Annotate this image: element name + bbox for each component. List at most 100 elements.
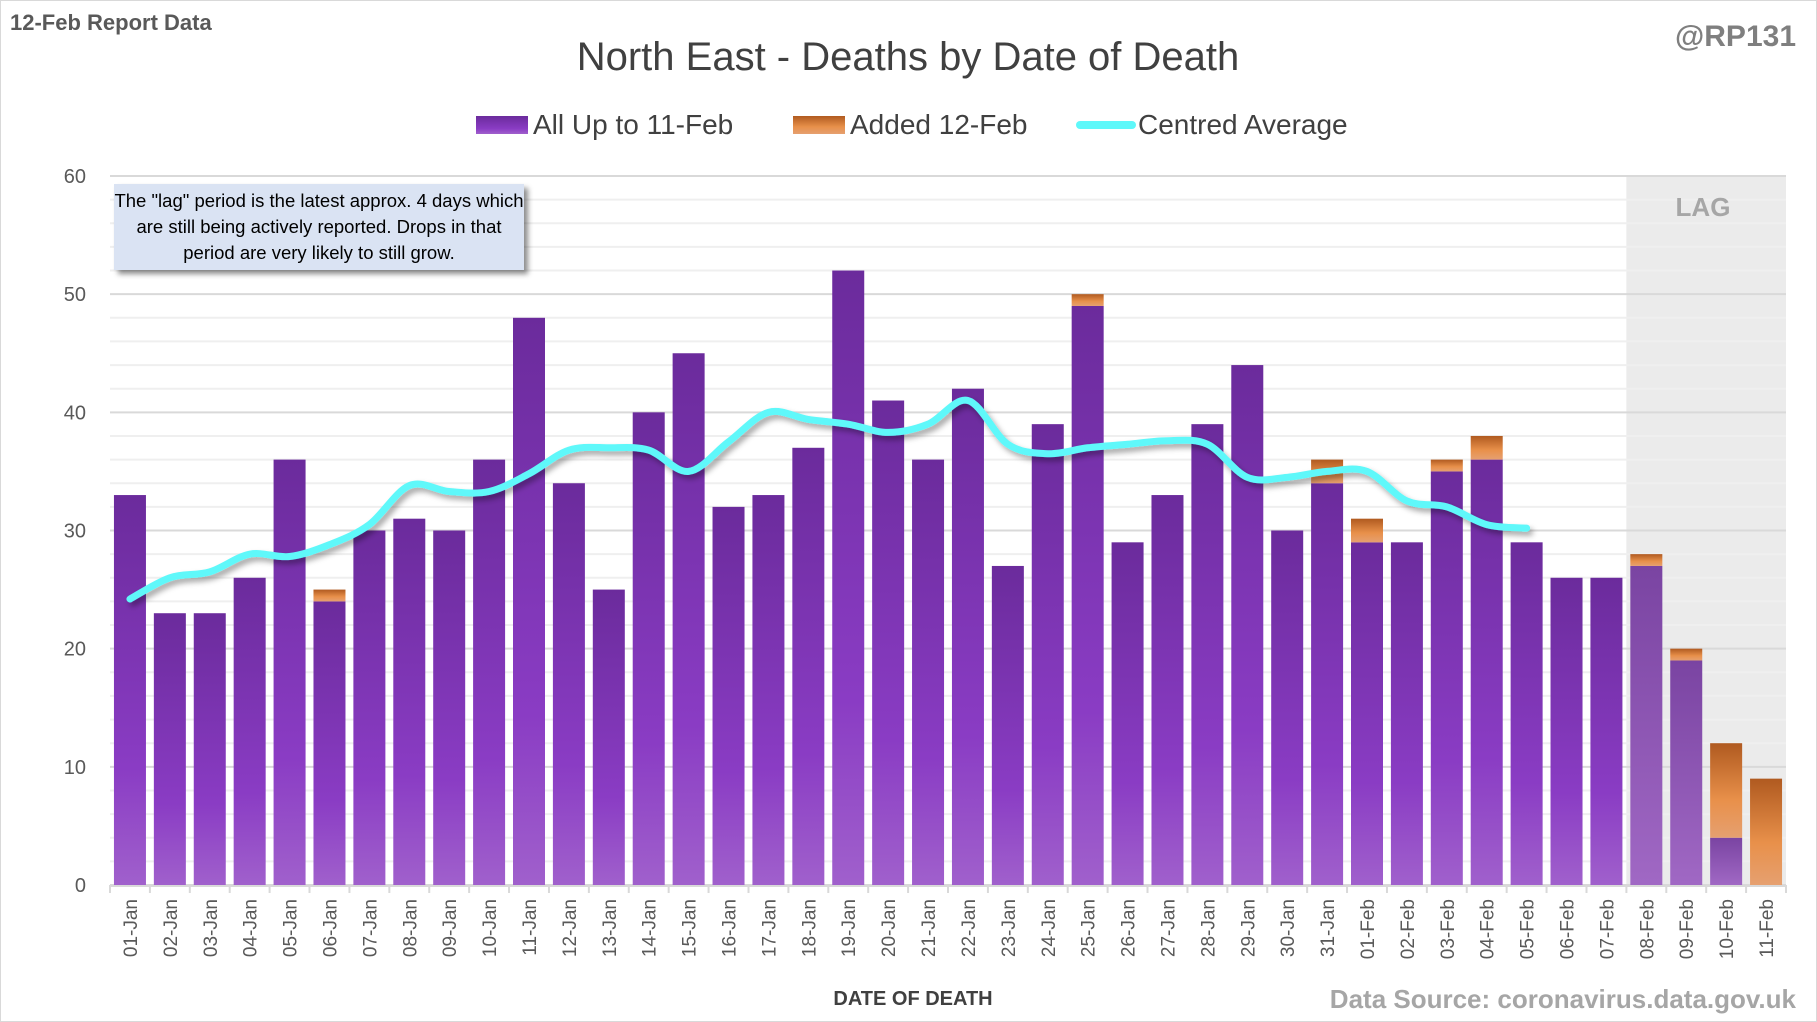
bar-all-05-Jan: [273, 459, 306, 885]
x-tick-label: 08-Feb: [1637, 899, 1658, 959]
x-tick-label: 22-Jan: [959, 899, 980, 957]
y-tick-label: 20: [64, 639, 86, 661]
x-tick-label: 12-Jan: [560, 899, 581, 957]
x-tick-label: 24-Jan: [1039, 899, 1060, 957]
x-tick-label: 02-Feb: [1398, 899, 1419, 959]
y-tick-label: 10: [64, 757, 86, 779]
bar-all-21-Jan: [912, 459, 945, 885]
y-tick-label: 0: [75, 875, 86, 897]
x-tick-label: 18-Jan: [799, 899, 820, 957]
legend-label-added: Added 12-Feb: [850, 109, 1027, 140]
bar-all-23-Jan: [991, 565, 1024, 885]
x-tick-label: 20-Jan: [879, 899, 900, 957]
x-tick-label: 03-Feb: [1438, 899, 1459, 959]
bar-all-12-Jan: [552, 483, 585, 885]
x-tick-label: 15-Jan: [680, 899, 701, 957]
bar-all-29-Jan: [1231, 365, 1264, 886]
x-tick-label: 31-Jan: [1318, 899, 1339, 957]
bar-all-08-Jan: [393, 518, 426, 885]
x-tick-label: 28-Jan: [1198, 899, 1219, 957]
x-tick-label: 13-Jan: [600, 899, 621, 957]
x-tick-label: 23-Jan: [999, 899, 1020, 957]
x-tick-label: 04-Feb: [1478, 899, 1499, 959]
bar-all-06-Feb: [1550, 577, 1583, 885]
x-tick-label: 09-Jan: [440, 899, 461, 957]
x-tick-label: 04-Jan: [241, 899, 262, 957]
bar-added-06-Jan: [313, 589, 346, 602]
bar-all-17-Jan: [752, 495, 785, 885]
bar-all-11-Jan: [513, 317, 545, 885]
y-tick-label: 60: [64, 166, 86, 188]
bar-added-10-Feb: [1710, 743, 1743, 838]
legend-swatch-added: [793, 116, 845, 134]
bar-added-25-Jan: [1071, 294, 1104, 306]
x-tick-label: 21-Jan: [919, 899, 940, 957]
centred-average-line: [126, 396, 1531, 603]
bar-added-01-Feb: [1351, 518, 1383, 543]
bar-added-08-Feb: [1630, 554, 1663, 566]
x-axis-label: DATE OF DEATH: [833, 988, 992, 1010]
x-tick-label: 07-Feb: [1597, 899, 1618, 959]
x-tick-label: 06-Feb: [1558, 899, 1579, 959]
bar-all-01-Feb: [1351, 542, 1383, 885]
bar-all-08-Feb: [1630, 565, 1663, 885]
x-tick-label: 25-Jan: [1079, 899, 1100, 957]
legend: All Up to 11-Feb Added 12-Feb Centred Av…: [476, 109, 1348, 140]
x-tick-label: 09-Feb: [1677, 899, 1698, 959]
x-tick-label: 16-Jan: [720, 899, 741, 957]
x-tick-label: 10-Jan: [480, 899, 501, 957]
bar-all-24-Jan: [1031, 424, 1064, 885]
bar-all-09-Jan: [433, 530, 466, 885]
x-tick-label: 11-Jan: [520, 899, 541, 956]
bar-all-04-Feb: [1470, 459, 1503, 885]
bar-all-05-Feb: [1510, 542, 1543, 885]
bar-all-30-Jan: [1271, 530, 1304, 885]
x-tick-label: 05-Feb: [1518, 899, 1539, 959]
data-source: Data Source: coronavirus.data.gov.uk: [1330, 984, 1797, 1014]
bar-all-31-Jan: [1311, 483, 1344, 885]
legend-label-all: All Up to 11-Feb: [533, 109, 733, 140]
y-tick-label: 30: [64, 521, 86, 543]
bar-added-11-Feb: [1750, 778, 1783, 885]
bar-all-15-Jan: [672, 353, 705, 885]
x-tick-label: 07-Jan: [360, 899, 381, 957]
bar-all-06-Jan: [313, 601, 346, 885]
bar-all-10-Feb: [1710, 837, 1743, 885]
bar-all-02-Feb: [1390, 542, 1423, 885]
bar-all-19-Jan: [832, 270, 865, 885]
bar-all-02-Jan: [153, 613, 186, 885]
x-tick-label: 29-Jan: [1238, 899, 1259, 957]
bar-all-10-Jan: [473, 459, 506, 885]
bar-all-09-Feb: [1670, 660, 1703, 885]
bar-all-16-Jan: [712, 506, 745, 885]
x-tick-label: 17-Jan: [759, 899, 780, 957]
x-tick-label: 14-Jan: [640, 899, 661, 957]
x-tick-label: 19-Jan: [839, 899, 860, 957]
x-tick-label: 30-Jan: [1278, 899, 1299, 957]
x-tick-label: 08-Jan: [400, 899, 421, 957]
x-tick-label: 03-Jan: [201, 899, 222, 957]
bar-all-07-Feb: [1590, 577, 1623, 885]
chart-title: North East - Deaths by Date of Death: [577, 35, 1240, 79]
lag-note: The "lag" period is the latest approx. 4…: [114, 184, 524, 270]
x-tick-label: 05-Jan: [281, 899, 302, 957]
x-tick-label: 27-Jan: [1158, 899, 1179, 957]
x-tick-label: 01-Jan: [121, 899, 142, 957]
x-tick-label: 26-Jan: [1119, 899, 1140, 957]
bar-all-07-Jan: [353, 530, 386, 885]
bar-all-20-Jan: [872, 400, 905, 885]
bar-all-18-Jan: [792, 447, 825, 885]
bar-all-04-Jan: [233, 577, 266, 885]
y-tick-label: 40: [64, 402, 86, 424]
header-left: 12-Feb Report Data: [10, 10, 212, 35]
x-tick-label: 10-Feb: [1717, 899, 1738, 959]
y-tick-label: 50: [64, 284, 86, 306]
x-tick-label: 02-Jan: [161, 899, 182, 957]
bar-all-14-Jan: [632, 412, 665, 885]
legend-swatch-all: [476, 116, 528, 134]
bar-all-03-Jan: [193, 613, 226, 885]
bar-all-25-Jan: [1071, 305, 1104, 885]
x-tick-label: 06-Jan: [320, 899, 341, 957]
bar-all-28-Jan: [1191, 424, 1224, 885]
bar-all-27-Jan: [1151, 495, 1184, 885]
